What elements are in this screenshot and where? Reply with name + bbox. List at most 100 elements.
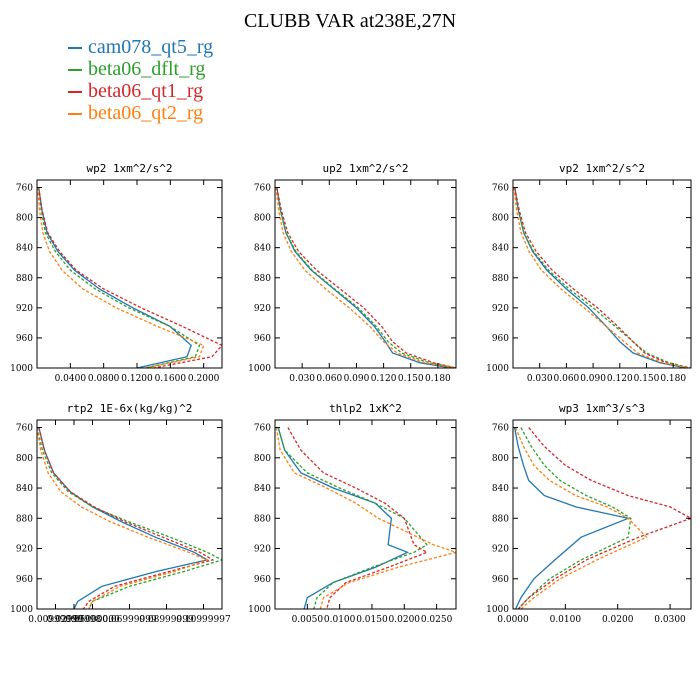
series-line [38,187,192,368]
y-tick-label: 920 [16,304,33,314]
series-line [277,427,410,609]
x-tick-label: 0.0300 [654,615,686,625]
y-tick-label: 880 [492,514,509,524]
plot-frame [512,179,692,369]
y-tick-label: 880 [16,514,33,524]
plot-frame [274,179,457,369]
series-line [517,427,632,609]
series-line [37,427,222,609]
y-tick-label: 960 [492,575,509,585]
y-tick-label: 1000 [248,605,271,615]
chart-panel: wp3 1xm^3/s^3 760 800 840 880 920 960 10000.000… [486,402,692,625]
y-tick-label: 840 [16,484,33,494]
y-tick-label: 1000 [486,605,509,615]
y-tick-label: 960 [492,334,509,344]
series-line [37,427,210,609]
y-tick-label: 800 [254,214,271,224]
plot-frame [36,179,223,369]
panel-title: wp3 1xm^3/s^3 [559,402,645,415]
x-tick-label: 0.150 [398,374,424,384]
x-tick-label: 0.120 [607,374,633,384]
panel-title: thlp2 1xK^2 [329,402,402,415]
y-tick-label: 760 [16,424,33,434]
x-tick-label: 0.2000 [188,374,220,384]
x-tick-label: 0.030 [527,374,553,384]
x-tick-label: 0.030 [289,374,315,384]
y-tick-label: 840 [492,244,509,254]
series-line [287,427,429,609]
y-tick-label: 800 [492,454,509,464]
series-line [275,187,455,368]
series-line [276,187,456,368]
y-tick-label: 920 [254,304,271,314]
series-line [38,427,209,609]
y-tick-label: 880 [254,514,271,524]
x-tick-label: 0.0100 [550,615,582,625]
series-line [38,187,201,368]
chart-panel: wp2 1xm^2/s^2 760 800 840 880 920 960 1000 0.040… [10,162,223,384]
panel-title: up2 1xm^2/s^2 [322,162,408,175]
legend-label: beta06_qt2_rg [88,102,204,124]
y-tick-label: 920 [492,545,509,555]
x-tick-label: 0.0100 [324,615,356,625]
y-tick-label: 880 [16,274,33,284]
series-line [514,187,691,368]
x-tick-label: 0.02999998 [47,615,102,625]
series-line [38,187,222,368]
x-tick-label: 0.00999999 [28,615,83,625]
legend-item: beta06_dflt_rg [68,58,213,80]
series-line [276,187,452,368]
legend: cam078_qt5_rg beta06_dflt_rg beta06_qt1_… [68,36,213,124]
chart-panel: vp2 1xm^2/s^2 760 800 840 880 920 960 1000 0.030… [486,162,692,384]
series-line [514,187,690,368]
x-tick-label: 0.05000000 [65,615,120,625]
y-tick-label: 960 [16,334,33,344]
x-tick-label: 0.180 [425,374,451,384]
chart-panel: up2 1xm^2/s^2 760 800 840 880 920 960 1000 0.030… [248,162,457,384]
legend-label: cam078_qt5_rg [88,36,214,58]
y-tick-label: 840 [492,484,509,494]
x-tick-label: 0.0050 [292,615,324,625]
series-line [277,427,428,609]
y-tick-label: 920 [254,545,271,555]
x-tick-label: 0.10999997 [176,615,231,625]
series-line [517,427,691,609]
y-tick-label: 760 [254,184,271,194]
x-tick-label: 0.0800 [88,374,120,384]
x-tick-label: 0.06999999 [102,615,157,625]
x-tick-label: 0.0000 [497,615,529,625]
x-tick-label: 0.150 [634,374,660,384]
series-line [514,187,687,368]
legend-label: beta06_dflt_rg [88,58,206,80]
x-tick-label: 0.0200 [602,615,634,625]
y-tick-label: 920 [492,304,509,314]
x-tick-label: 0.0200 [389,615,421,625]
x-tick-label: 0.0250 [421,615,453,625]
series-line [275,427,456,609]
x-tick-label: 0.090 [580,374,606,384]
series-line [276,187,456,368]
legend-swatch [68,113,82,116]
legend-swatch [68,47,82,50]
legend-item: cam078_qt5_rg [68,36,213,58]
y-tick-label: 800 [16,454,33,464]
plot-frame [36,419,223,610]
y-tick-label: 1000 [486,364,509,374]
plot-frame [274,419,457,610]
y-tick-label: 1000 [10,364,33,374]
panel-title: wp2 1xm^2/s^2 [86,162,172,175]
x-tick-label: 0.060 [554,374,580,384]
panel-title: vp2 1xm^2/s^2 [559,162,645,175]
x-tick-label: 0.090 [344,374,370,384]
legend-label: beta06_qt1_rg [88,80,204,102]
series-line [513,187,690,368]
y-tick-label: 960 [16,575,33,585]
x-tick-label: 0.0150 [356,615,388,625]
y-tick-label: 840 [16,244,33,254]
series-line [515,427,648,609]
series-line [37,187,205,368]
y-tick-label: 880 [492,274,509,284]
series-line [513,427,631,609]
plot-frame [512,419,692,610]
x-tick-label: 0.180 [660,374,686,384]
